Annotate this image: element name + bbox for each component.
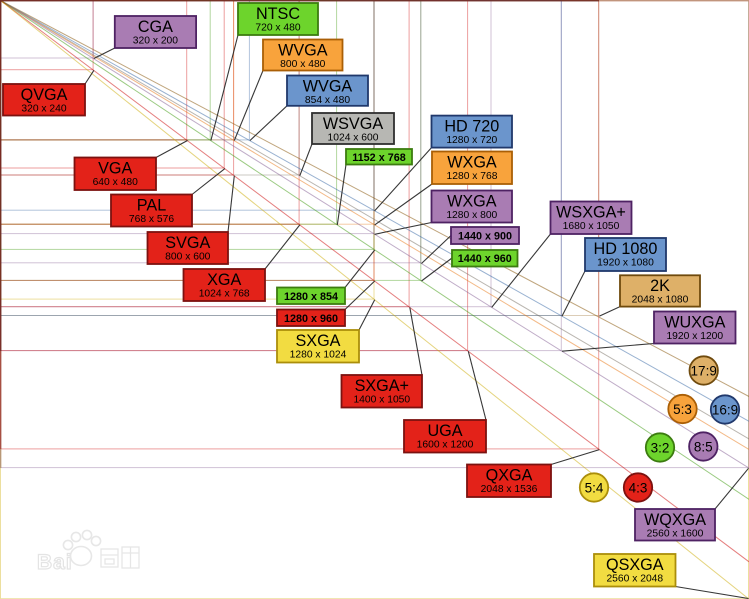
- svg-text:16:9: 16:9: [712, 402, 738, 417]
- svg-text:640 x 480: 640 x 480: [93, 177, 139, 188]
- svg-text:CGA: CGA: [138, 18, 173, 36]
- svg-text:5:4: 5:4: [585, 480, 604, 495]
- svg-text:WVGA: WVGA: [278, 41, 328, 59]
- svg-text:HD 720: HD 720: [444, 118, 499, 136]
- svg-text:Bai: Bai: [37, 551, 73, 574]
- svg-text:5:3: 5:3: [673, 402, 692, 417]
- svg-text:UGA: UGA: [427, 422, 462, 440]
- svg-text:QSXGA: QSXGA: [606, 556, 664, 574]
- svg-text:1600 x 1200: 1600 x 1200: [417, 439, 474, 450]
- svg-text:SXGA: SXGA: [296, 332, 341, 350]
- svg-text:NTSC: NTSC: [256, 5, 300, 23]
- svg-text:WQXGA: WQXGA: [644, 511, 706, 529]
- svg-text:4:3: 4:3: [629, 480, 648, 495]
- svg-text:2048 x 1080: 2048 x 1080: [632, 295, 689, 306]
- svg-text:1920 x 1200: 1920 x 1200: [666, 331, 723, 342]
- svg-text:1680 x 1050: 1680 x 1050: [563, 221, 620, 232]
- svg-text:WSXGA+: WSXGA+: [556, 203, 626, 221]
- svg-text:WXGA: WXGA: [447, 153, 497, 171]
- svg-text:1280 x 800: 1280 x 800: [446, 210, 497, 221]
- svg-text:QXGA: QXGA: [486, 466, 533, 484]
- svg-text:1280 x 960: 1280 x 960: [284, 313, 338, 325]
- svg-text:3:2: 3:2: [651, 440, 670, 455]
- svg-text:768 x 576: 768 x 576: [129, 214, 175, 225]
- svg-text:1280 x 768: 1280 x 768: [447, 171, 498, 182]
- svg-text:QVGA: QVGA: [21, 86, 68, 104]
- svg-text:17:9: 17:9: [691, 363, 717, 378]
- svg-text:WVGA: WVGA: [303, 77, 353, 95]
- svg-text:1280 x 1024: 1280 x 1024: [290, 349, 347, 360]
- svg-text:VGA: VGA: [98, 159, 132, 177]
- svg-text:1280 x 720: 1280 x 720: [446, 135, 497, 146]
- svg-text:2560 x 1600: 2560 x 1600: [647, 528, 704, 539]
- svg-text:SVGA: SVGA: [165, 234, 210, 252]
- svg-text:2K: 2K: [650, 277, 670, 295]
- svg-text:WSVGA: WSVGA: [323, 115, 383, 133]
- svg-text:XGA: XGA: [207, 271, 241, 289]
- svg-text:800 x 480: 800 x 480: [280, 59, 326, 70]
- svg-text:8:5: 8:5: [694, 439, 713, 454]
- svg-text:WUXGA: WUXGA: [664, 313, 725, 331]
- svg-text:854 x 480: 854 x 480: [305, 95, 351, 106]
- svg-text:1280 x 854: 1280 x 854: [284, 291, 338, 303]
- svg-text:SXGA+: SXGA+: [355, 377, 409, 395]
- svg-text:720 x 480: 720 x 480: [255, 22, 301, 33]
- svg-text:800 x 600: 800 x 600: [165, 251, 211, 262]
- svg-text:2048 x 1536: 2048 x 1536: [481, 484, 538, 495]
- svg-text:1024 x 768: 1024 x 768: [199, 288, 250, 299]
- svg-text:1152 x 768: 1152 x 768: [352, 152, 405, 164]
- svg-text:320 x 200: 320 x 200: [133, 35, 179, 46]
- svg-text:320 x 240: 320 x 240: [21, 103, 67, 114]
- svg-text:1920 x 1080: 1920 x 1080: [597, 257, 654, 268]
- svg-text:PAL: PAL: [137, 196, 166, 214]
- svg-text:1024 x 600: 1024 x 600: [328, 132, 379, 143]
- svg-text:2560 x 2048: 2560 x 2048: [606, 573, 663, 584]
- svg-text:WXGA: WXGA: [447, 192, 497, 210]
- svg-text:1400 x 1050: 1400 x 1050: [353, 394, 410, 405]
- svg-text:1440 x 960: 1440 x 960: [458, 253, 512, 265]
- svg-text:HD 1080: HD 1080: [594, 240, 658, 258]
- svg-text:1440 x 900: 1440 x 900: [458, 231, 512, 243]
